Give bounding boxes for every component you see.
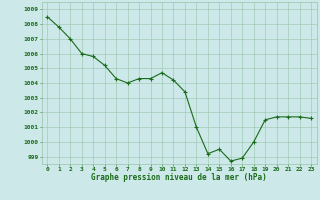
X-axis label: Graphe pression niveau de la mer (hPa): Graphe pression niveau de la mer (hPa) [91, 173, 267, 182]
